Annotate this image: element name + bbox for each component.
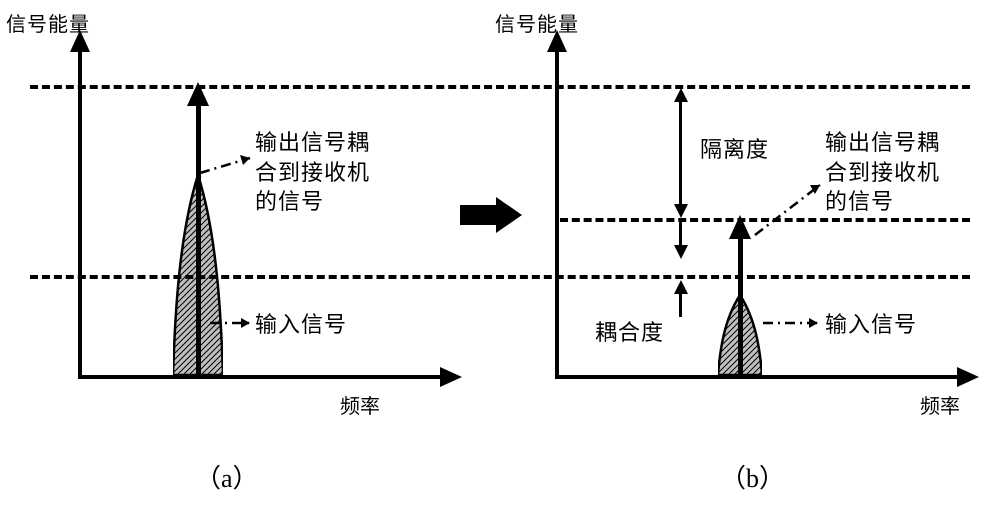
input-signal-label-a: 输入信号 [255, 310, 347, 340]
text-line: 输出信号耦 [825, 130, 940, 155]
pointer-a-bottom [205, 315, 260, 331]
panel-b: 信号能量 频率 [500, 0, 1000, 460]
figure-container: 信号能量 频率 输出 [0, 0, 1000, 507]
y-axis-arrowhead-b [547, 30, 567, 52]
input-signal-label-b: 输入信号 [825, 310, 917, 340]
x-axis-arrowhead-a [440, 367, 462, 387]
x-axis-label-b: 频率 [920, 390, 960, 419]
pointer-a-top [170, 155, 260, 185]
text-line: 输出信号耦 [255, 130, 370, 155]
y-axis-arrowhead-a [70, 30, 90, 52]
peak-arrow-shaft-b [738, 236, 743, 376]
text-line: 合到接收机 [825, 160, 940, 185]
caption-a: （a） [195, 458, 259, 495]
x-axis-label-a: 频率 [340, 390, 380, 419]
text-line: 合到接收机 [255, 160, 370, 185]
y-axis-a [78, 50, 82, 377]
text-line: 的信号 [255, 189, 324, 214]
panel-a: 信号能量 频率 输出 [0, 0, 480, 460]
coupled-signal-label-b: 输出信号耦 合到接收机 的信号 [825, 128, 940, 217]
caption-b: （b） [720, 458, 785, 495]
coupling-label: 耦合度 [595, 318, 664, 348]
peak-arrow-head-b [729, 215, 751, 239]
pointer-b-bottom [758, 315, 828, 331]
x-axis-arrowhead-b [957, 367, 979, 387]
pointer-b-top [750, 180, 830, 240]
y-axis-b [555, 50, 559, 377]
isolation-label: 隔离度 [700, 135, 769, 165]
x-axis-a [78, 375, 443, 379]
coupled-signal-label-a: 输出信号耦 合到接收机 的信号 [255, 128, 370, 217]
peak-arrow-shaft-a [196, 103, 201, 376]
text-line: 的信号 [825, 189, 894, 214]
